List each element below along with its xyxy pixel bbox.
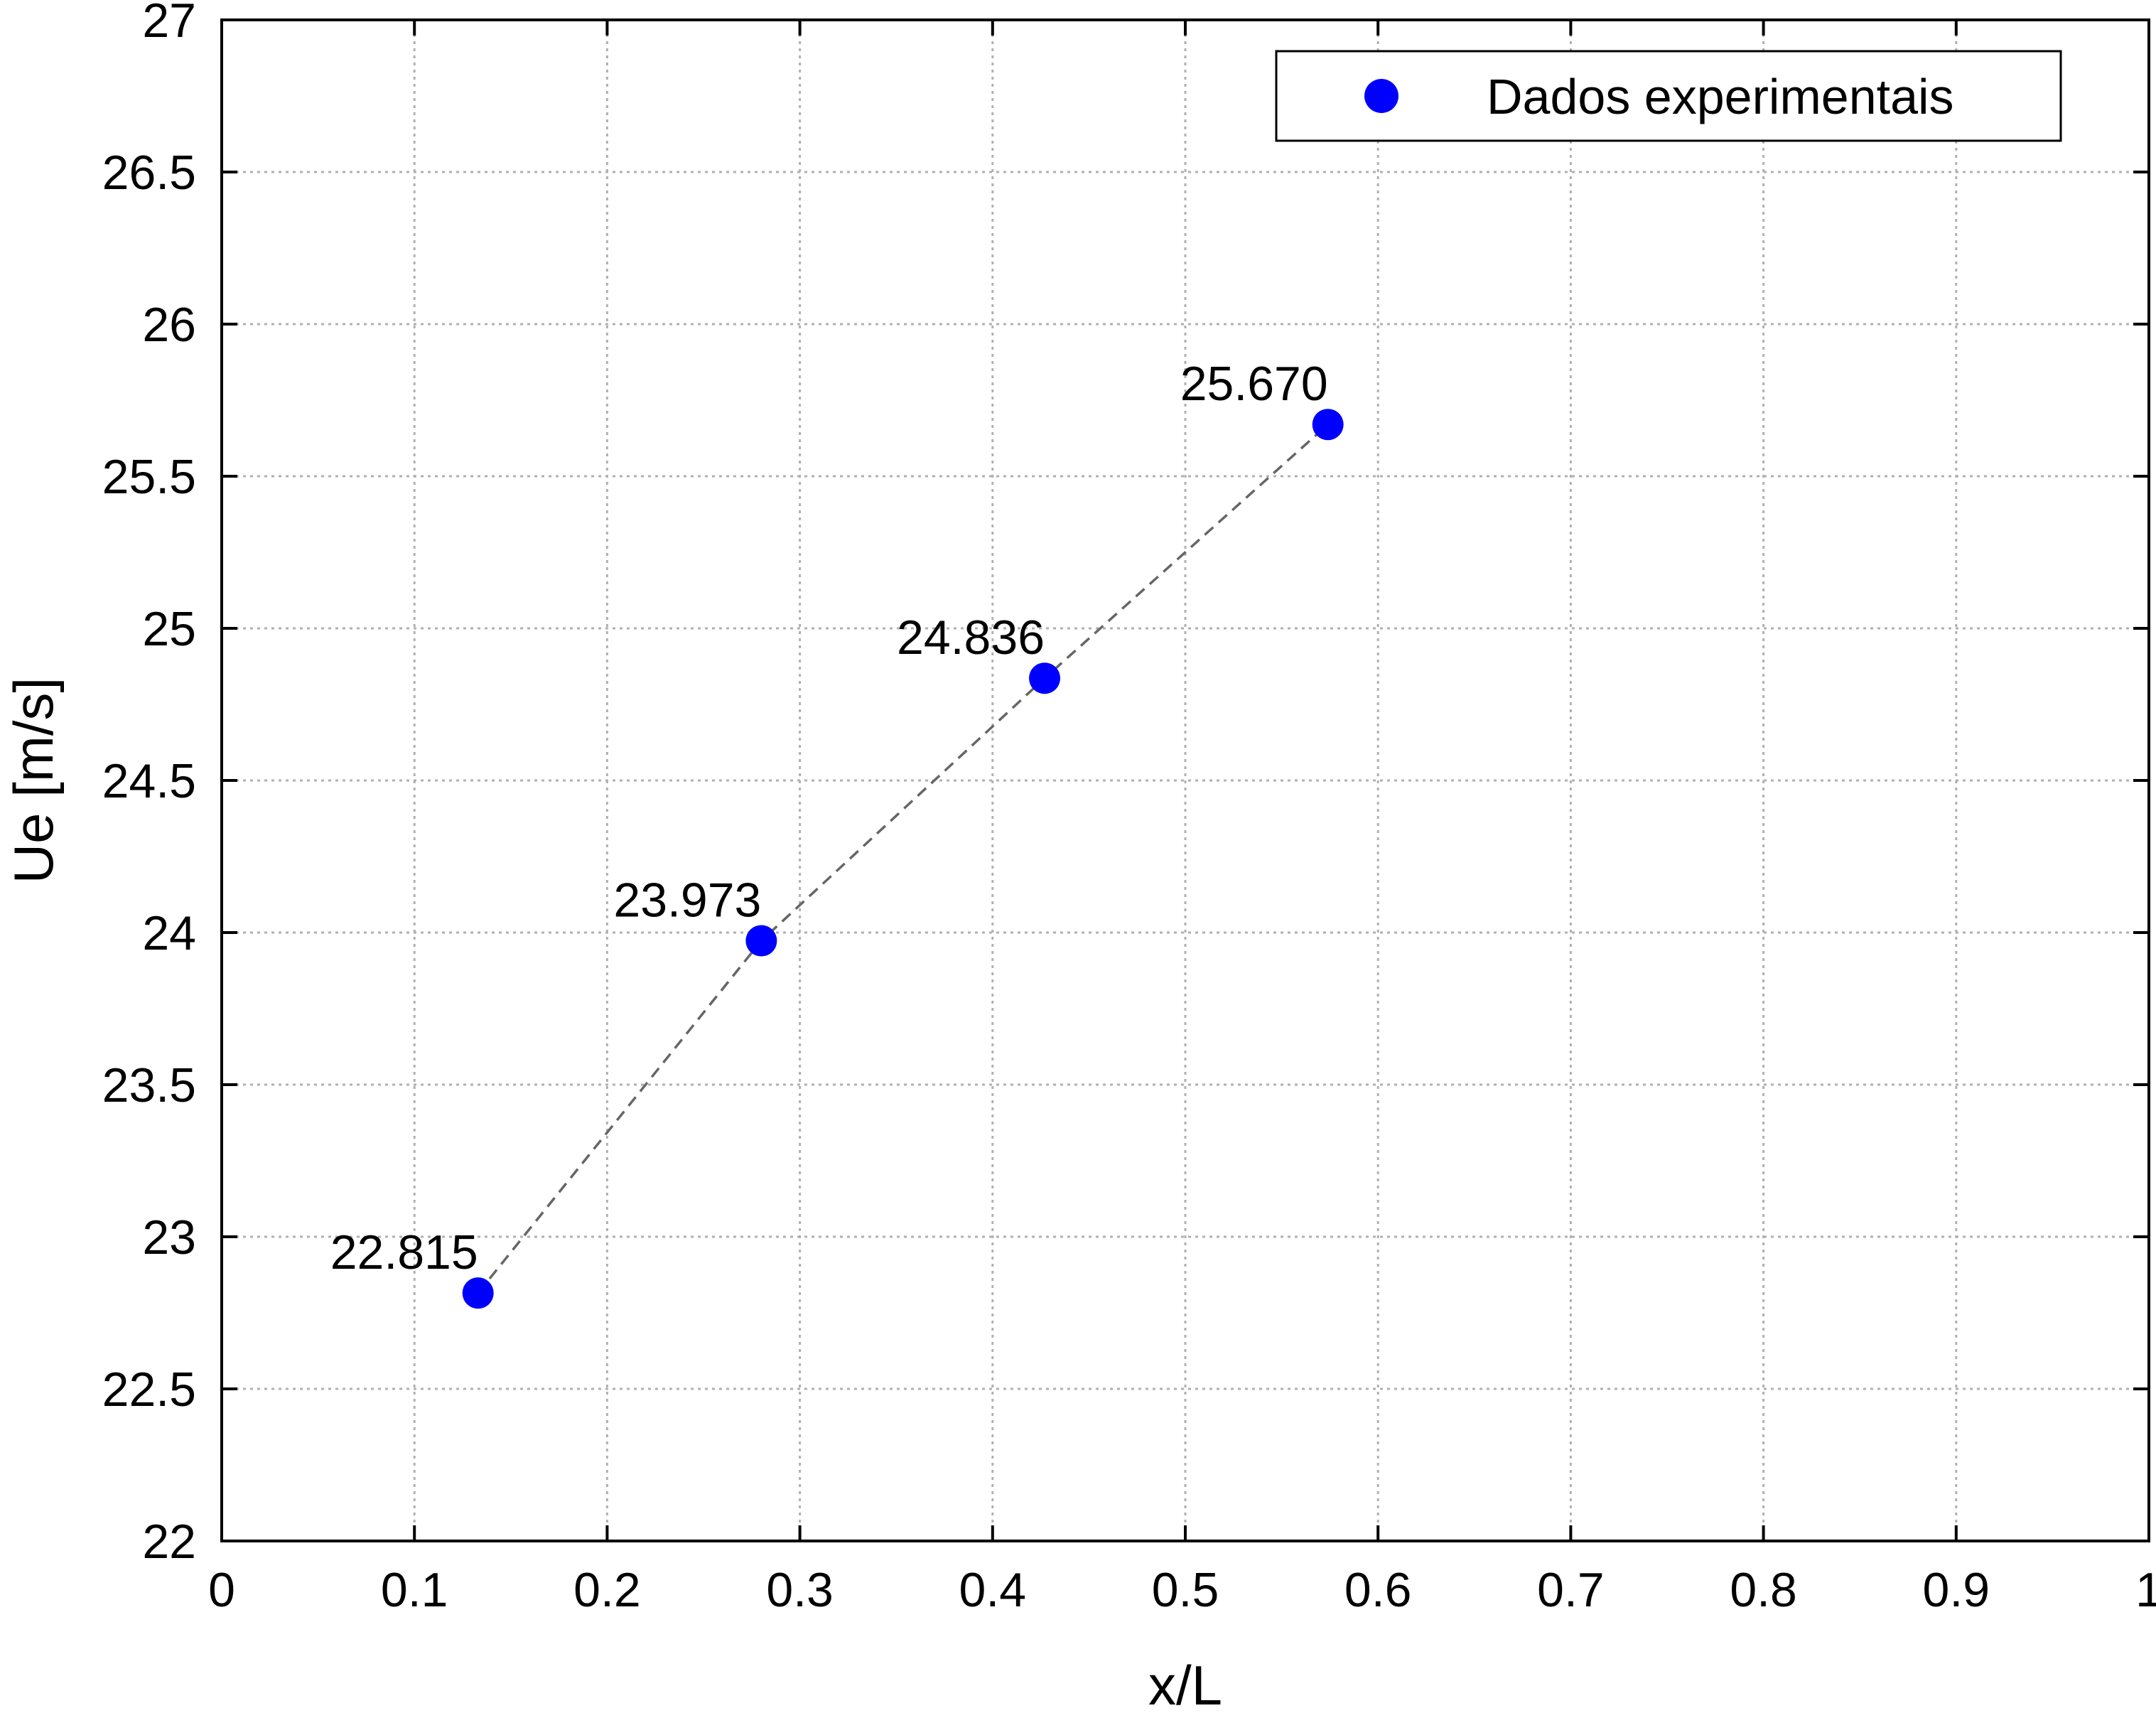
x-tick-label: 0.1 bbox=[381, 1563, 448, 1617]
trend-line bbox=[477, 423, 1329, 1294]
y-tick-label: 24 bbox=[142, 906, 196, 960]
x-tick-label: 0.9 bbox=[1923, 1563, 1990, 1617]
y-tick-label: 22 bbox=[142, 1515, 196, 1569]
x-tick-label: 0.3 bbox=[766, 1563, 834, 1617]
data-point bbox=[1312, 409, 1344, 441]
y-tick-label: 22.5 bbox=[102, 1363, 196, 1417]
data-point bbox=[1029, 662, 1061, 694]
legend-marker bbox=[1364, 79, 1398, 113]
x-tick-label: 0.2 bbox=[573, 1563, 641, 1617]
x-tick-label: 0.8 bbox=[1730, 1563, 1797, 1617]
y-tick-label: 24.5 bbox=[102, 754, 196, 808]
data-label: 24.836 bbox=[897, 611, 1045, 665]
x-tick-label: 0.5 bbox=[1152, 1563, 1219, 1617]
data-label: 22.815 bbox=[330, 1225, 478, 1279]
x-tick-label: 0 bbox=[208, 1563, 235, 1617]
data-points bbox=[462, 409, 1344, 1309]
y-tick-label: 26 bbox=[142, 298, 196, 352]
x-tick-labels: 0 0.1 0.2 0.3 0.4 0.5 0.6 0.7 0.8 0.9 1 bbox=[208, 1563, 2156, 1617]
legend: Dados experimentais bbox=[1275, 50, 2062, 142]
y-tick-label: 27 bbox=[142, 0, 196, 48]
data-point bbox=[462, 1277, 494, 1309]
x-tick-label: 0.6 bbox=[1344, 1563, 1412, 1617]
y-axis-label: Ue [m/s] bbox=[2, 677, 65, 884]
x-axis-label: x/L bbox=[1148, 1654, 1222, 1713]
x-tick-label: 0.7 bbox=[1537, 1563, 1605, 1617]
legend-box bbox=[1275, 50, 2062, 142]
data-point bbox=[745, 925, 777, 957]
y-tick-label: 25.5 bbox=[102, 450, 196, 504]
grid-lines bbox=[222, 20, 2149, 1541]
tick-marks bbox=[220, 18, 2150, 1542]
y-tick-label: 26.5 bbox=[102, 146, 196, 200]
trend-line-layer bbox=[477, 423, 1329, 1294]
x-tick-label: 0.4 bbox=[959, 1563, 1027, 1617]
data-labels: 22.815 23.973 24.836 25.670 bbox=[330, 357, 1328, 1279]
data-label: 25.670 bbox=[1180, 357, 1328, 411]
y-tick-label: 23.5 bbox=[102, 1058, 196, 1112]
x-tick-label: 1 bbox=[2135, 1563, 2156, 1617]
y-tick-label: 23 bbox=[142, 1210, 196, 1264]
y-tick-labels: 22 22.5 23 23.5 24 24.5 25 25.5 26 26.5 27 bbox=[102, 0, 196, 1569]
legend-entry-label: Dados experimentais bbox=[1487, 69, 1954, 124]
data-label: 23.973 bbox=[613, 874, 761, 928]
y-tick-label: 25 bbox=[142, 602, 196, 656]
